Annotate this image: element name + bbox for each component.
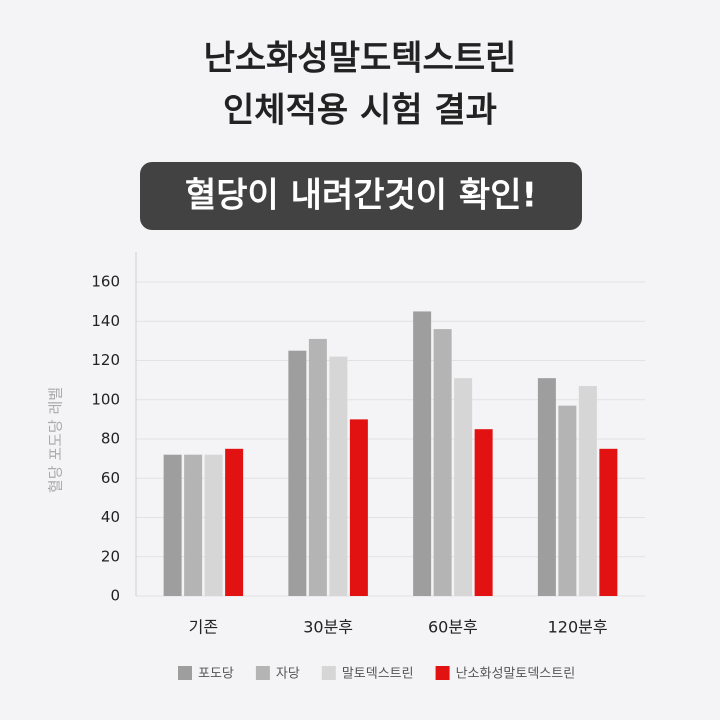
x-tick-label: 30분후 <box>303 618 353 637</box>
bar <box>308 338 327 596</box>
y-tick-label: 20 <box>101 547 120 565</box>
bar <box>599 448 618 596</box>
chart-subtitle: 인체적용 시험 결과 <box>223 91 497 131</box>
x-tick-label: 기존 <box>189 618 218 637</box>
legend-swatch <box>255 666 270 680</box>
y-tick-label: 120 <box>91 351 120 369</box>
legend-swatch <box>435 666 450 680</box>
y-tick-label: 140 <box>91 312 120 330</box>
y-tick-label: 40 <box>101 508 120 526</box>
y-tick-label: 60 <box>101 469 120 487</box>
y-tick-label: 0 <box>110 587 120 605</box>
y-tick-label: 100 <box>91 390 120 408</box>
legend-label: 난소화성말토덱스트린 <box>456 667 576 682</box>
y-tick-label: 80 <box>101 430 120 448</box>
bar <box>349 419 368 596</box>
y-tick-label: 160 <box>91 273 120 291</box>
bar <box>413 311 432 596</box>
bar <box>184 454 203 596</box>
x-tick-label: 60분후 <box>428 618 478 637</box>
bar <box>537 378 556 596</box>
bar <box>558 405 577 596</box>
bar <box>474 429 493 596</box>
bar <box>288 350 307 596</box>
banner <box>140 162 582 230</box>
chart-title: 난소화성말도텍스트린 <box>204 39 517 79</box>
legend-label: 자당 <box>276 667 300 682</box>
x-tick-label: 120분후 <box>548 618 608 637</box>
legend-swatch <box>178 666 192 680</box>
bar <box>204 454 223 596</box>
bar <box>578 386 597 596</box>
bar <box>329 356 348 596</box>
bar <box>454 378 473 596</box>
bar <box>433 329 452 596</box>
bar <box>163 454 182 596</box>
y-axis-label: 혈당 포도당 레벨 <box>47 387 65 493</box>
bar <box>225 448 244 596</box>
annotation: 혈당이 내려간것이 확인! <box>185 176 537 216</box>
legend-label: 포도당 <box>198 667 234 682</box>
legend-label: 말토덱스트린 <box>342 667 414 682</box>
legend-swatch <box>321 666 336 680</box>
